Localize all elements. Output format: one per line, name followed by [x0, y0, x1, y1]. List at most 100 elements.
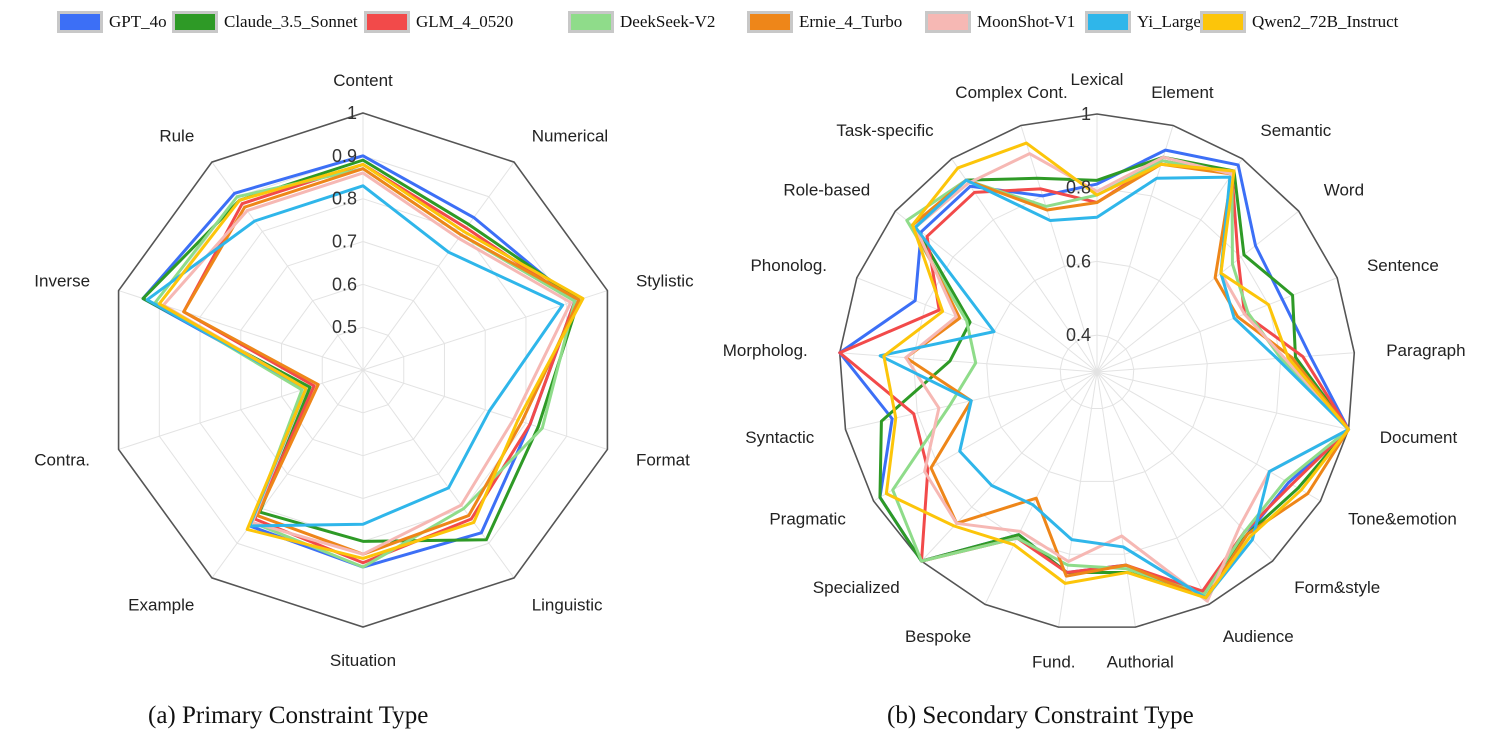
category-label: Rule: [159, 126, 194, 145]
category-label: Format: [636, 451, 690, 470]
legend: GPT_4o Claude_3.5_Sonnet GLM_4_0520 DeekSee…: [0, 8, 1495, 38]
grid-spoke: [1020, 125, 1098, 373]
legend-label: Qwen2_72B_Instruct: [1252, 12, 1399, 31]
category-label: Contra.: [34, 451, 90, 470]
category-label: Word: [1324, 180, 1364, 199]
grid-spoke: [362, 369, 608, 450]
grid-spoke: [839, 352, 1098, 373]
series-line: [182, 162, 577, 565]
radial-tick-label: 1: [347, 103, 357, 123]
series-line: [182, 167, 581, 556]
legend-swatch: [364, 11, 410, 33]
grid-ring: [1059, 334, 1135, 409]
category-label: Morpholog.: [723, 341, 808, 360]
category-label: Element: [1151, 83, 1214, 102]
category-label: Pragmatic: [769, 510, 846, 529]
grid-spoke: [894, 210, 1098, 373]
grid-spoke: [1096, 277, 1338, 373]
grid-spoke: [921, 371, 1098, 562]
category-label: Stylistic: [636, 271, 694, 290]
category-label: Situation: [330, 651, 396, 670]
radar-chart: 0.4 0.6 0.8 1 Lexical Element Semantic Word Sent…: [723, 70, 1466, 672]
radial-tick-label: 0.6: [1066, 251, 1091, 271]
category-label: Task-specific: [836, 121, 934, 140]
grid-spoke: [873, 371, 1098, 502]
caption-primary: (a) Primary Constraint Type: [148, 702, 429, 729]
series-line: [882, 141, 1351, 600]
category-label: Complex Cont.: [955, 83, 1067, 102]
category-label: Tone&emotion: [1348, 510, 1457, 529]
series-line: [878, 155, 1351, 593]
grid-spoke: [984, 371, 1098, 605]
grid-spoke: [1096, 371, 1321, 502]
grid-spoke: [1096, 371, 1136, 628]
legend-label: DeekSeek-V2: [620, 12, 716, 31]
series-line: [878, 175, 1351, 600]
series-line: [141, 154, 577, 569]
grid-spoke: [362, 369, 515, 579]
legend-swatch: [568, 11, 614, 33]
category-label: Example: [128, 596, 194, 615]
series-line: [141, 158, 581, 543]
grid-spoke: [118, 369, 364, 450]
caption-secondary: (b) Secondary Constraint Type: [887, 702, 1194, 729]
radial-tick-label: 0.7: [332, 232, 357, 252]
legend-swatch: [925, 11, 971, 33]
legend-label: Yi_Large: [1137, 12, 1201, 31]
outer-frame: [838, 113, 1356, 628]
grid-spoke: [1096, 210, 1300, 373]
grid-spoke: [951, 158, 1098, 373]
category-label: Fund.: [1032, 653, 1075, 672]
radial-tick-label: 0.4: [1066, 325, 1091, 345]
category-label: Syntactic: [745, 428, 814, 447]
radial-tick-label: 0.6: [332, 274, 357, 294]
legend-label: MoonShot-V1: [977, 12, 1076, 31]
radial-tick-label: 0.9: [332, 146, 357, 166]
series-line: [161, 171, 573, 556]
category-label: Semantic: [1260, 121, 1331, 140]
legend-label: Ernie_4_Turbo: [799, 12, 903, 31]
category-label: Bespoke: [905, 627, 971, 646]
grid-spoke: [1096, 158, 1243, 373]
outer-frame: [117, 112, 609, 628]
category-label: Audience: [1223, 627, 1294, 646]
category-label: Form&style: [1294, 578, 1380, 597]
grid-spoke: [1058, 371, 1098, 628]
grid-spoke: [211, 369, 364, 579]
category-label: Linguistic: [532, 596, 603, 615]
series-line: [157, 162, 585, 560]
radial-tick-label: 0.8: [1066, 178, 1091, 198]
legend-swatch: [172, 11, 218, 33]
grid-spoke: [1096, 371, 1349, 430]
legend-label: GPT_4o: [109, 12, 167, 31]
series-line: [153, 167, 577, 569]
grid-spoke: [1096, 371, 1273, 562]
category-label: Numerical: [532, 126, 609, 145]
category-label: Paragraph: [1386, 341, 1465, 360]
legend-swatch: [1085, 11, 1131, 33]
category-label: Document: [1380, 428, 1458, 447]
legend-label: Claude_3.5_Sonnet: [224, 12, 358, 31]
radial-tick-label: 0.5: [332, 317, 357, 337]
legend-swatch: [57, 11, 103, 33]
category-label: Authorial: [1107, 653, 1174, 672]
radial-tick-label: 0.8: [332, 189, 357, 209]
category-label: Specialized: [813, 578, 900, 597]
grid-spoke: [1096, 371, 1210, 605]
category-label: Content: [333, 71, 393, 90]
category-label: Sentence: [1367, 256, 1439, 275]
grid-spoke: [1096, 125, 1174, 373]
grid-spoke: [362, 161, 515, 371]
series-line: [904, 152, 1351, 603]
radar-chart: 0.5 0.6 0.7 0.8 0.9 1 Content Numerical Stylisti…: [34, 71, 694, 670]
grid-spoke: [856, 277, 1098, 373]
category-label: Lexical: [1071, 70, 1124, 89]
category-label: Inverse: [34, 271, 90, 290]
grid-spoke: [362, 290, 608, 371]
category-label: Role-based: [783, 180, 870, 199]
legend-swatch: [747, 11, 793, 33]
category-label: Phonolog.: [750, 256, 827, 275]
legend-label: GLM_4_0520: [416, 12, 514, 31]
grid-ring: [986, 260, 1208, 482]
